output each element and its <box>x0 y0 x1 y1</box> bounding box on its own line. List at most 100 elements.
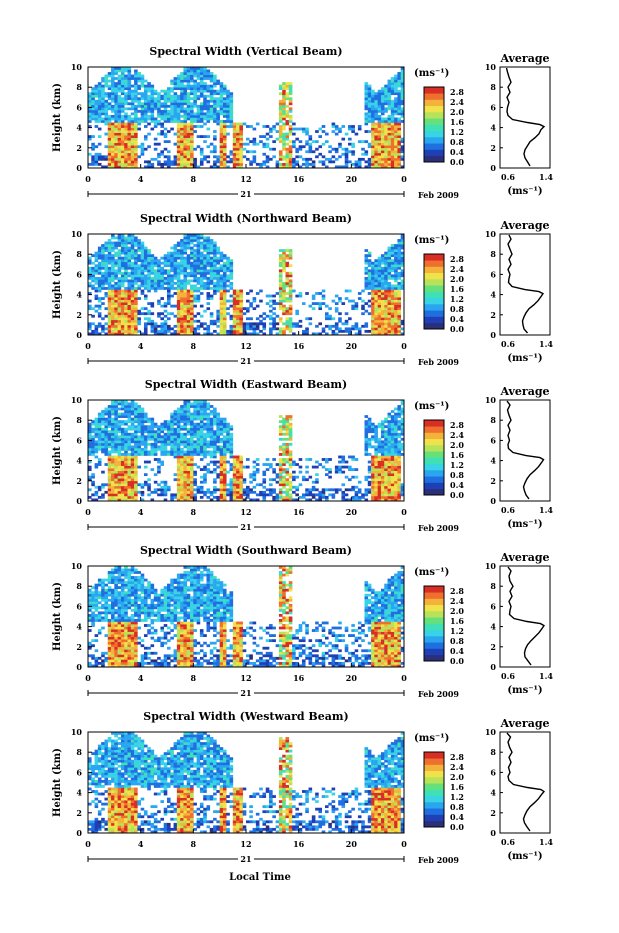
heatmap-cell <box>170 312 174 315</box>
heatmap-cell <box>114 77 118 80</box>
heatmap-cell <box>124 320 128 323</box>
heatmap-cell <box>151 418 155 421</box>
heatmap-cell <box>114 123 118 126</box>
heatmap-cell <box>88 262 92 265</box>
heatmap-cell <box>282 158 286 161</box>
heatmap-cell <box>101 423 105 426</box>
heatmap-cell <box>177 461 181 464</box>
heatmap-cell <box>121 312 125 315</box>
heatmap-cell <box>111 486 115 489</box>
heatmap-cell <box>183 282 187 285</box>
heatmap-cell <box>220 105 224 108</box>
heatmap-cell <box>121 325 125 328</box>
heatmap-cell <box>193 254 197 257</box>
heatmap-cell <box>131 481 135 484</box>
heatmap-cell <box>243 322 247 325</box>
heatmap-cell <box>174 448 178 451</box>
heatmap-cell <box>108 138 112 141</box>
heatmap-cell <box>157 97 161 100</box>
heatmap-cell <box>114 315 118 318</box>
heatmap-cell <box>144 267 148 270</box>
heatmap-cell <box>137 491 141 494</box>
heatmap-cell <box>180 130 184 133</box>
heatmap-cell <box>114 100 118 103</box>
heatmap-cell <box>190 453 194 456</box>
heatmap-cell <box>98 463 102 466</box>
heatmap-cell <box>216 267 220 270</box>
heatmap-cell <box>236 128 240 131</box>
colorbar-tick-label: 0.4 <box>450 314 464 324</box>
heatmap-cell <box>397 247 401 250</box>
heatmap-cell <box>210 87 214 90</box>
heatmap-cell <box>374 322 378 325</box>
heatmap-cell <box>282 102 286 105</box>
heatmap-cell <box>361 140 365 143</box>
heatmap-cell <box>128 242 132 245</box>
heatmap-cell <box>147 249 151 252</box>
heatmap-cell <box>167 428 171 431</box>
heatmap-cell <box>391 249 395 252</box>
heatmap-cell <box>134 269 138 272</box>
heatmap-cell <box>124 269 128 272</box>
heatmap-cell <box>384 322 388 325</box>
heatmap-cell <box>144 481 148 484</box>
heatmap-cell <box>131 458 135 461</box>
heatmap-cell <box>183 120 187 123</box>
heatmap-cell <box>98 135 102 138</box>
heatmap-cell <box>266 125 270 128</box>
heatmap-cell <box>108 163 112 166</box>
heatmap-cell <box>131 148 135 151</box>
heatmap-cell <box>384 317 388 320</box>
heatmap-cell <box>348 327 352 330</box>
y-tick-label: 4 <box>76 123 82 133</box>
heatmap-cell <box>101 274 105 277</box>
heatmap-cell <box>335 322 339 325</box>
heatmap-cell <box>325 133 329 136</box>
heatmap-cell <box>216 488 220 491</box>
heatmap-cell <box>193 272 197 275</box>
heatmap-cell <box>98 82 102 85</box>
heatmap-cell <box>164 443 168 446</box>
heatmap-cell <box>144 257 148 260</box>
heatmap-cell <box>157 425 161 428</box>
heatmap-cell <box>368 269 372 272</box>
heatmap-cell <box>177 438 181 441</box>
heatmap-cell <box>207 120 211 123</box>
heatmap-cell <box>190 290 194 293</box>
heatmap-cell <box>151 279 155 282</box>
heatmap-cell <box>226 92 230 95</box>
heatmap-cell <box>183 279 187 282</box>
heatmap-cell <box>351 128 355 131</box>
heatmap-cell <box>131 325 135 328</box>
heatmap-cell <box>197 405 201 408</box>
heatmap-cell <box>180 448 184 451</box>
heatmap-cell <box>121 148 125 151</box>
heatmap-cell <box>147 133 151 136</box>
heatmap-cell <box>394 292 398 295</box>
heatmap-cell <box>141 312 145 315</box>
heatmap-cell <box>164 302 168 305</box>
heatmap-cell <box>286 153 290 156</box>
heatmap-cell <box>213 112 217 115</box>
heatmap-cell <box>114 237 118 240</box>
heatmap-cell <box>213 445 217 448</box>
heatmap-cell <box>207 405 211 408</box>
heatmap-cell <box>378 297 382 300</box>
heatmap-cell <box>397 125 401 128</box>
heatmap-cell <box>378 285 382 288</box>
heatmap-cell <box>371 163 375 166</box>
heatmap-cell <box>207 269 211 272</box>
heatmap-cell <box>371 272 375 275</box>
heatmap-cell <box>397 145 401 148</box>
heatmap-cell <box>187 239 191 242</box>
heatmap-cell <box>104 327 108 330</box>
colorbar-segment <box>424 106 444 113</box>
heatmap-cell <box>213 105 217 108</box>
heatmap-cell <box>394 102 398 105</box>
heatmap-cell <box>230 259 234 262</box>
heatmap-cell <box>295 148 299 151</box>
heatmap-cell <box>384 95 388 98</box>
heatmap-cell <box>128 322 132 325</box>
heatmap-cell <box>111 496 115 499</box>
heatmap-cell <box>157 461 161 464</box>
